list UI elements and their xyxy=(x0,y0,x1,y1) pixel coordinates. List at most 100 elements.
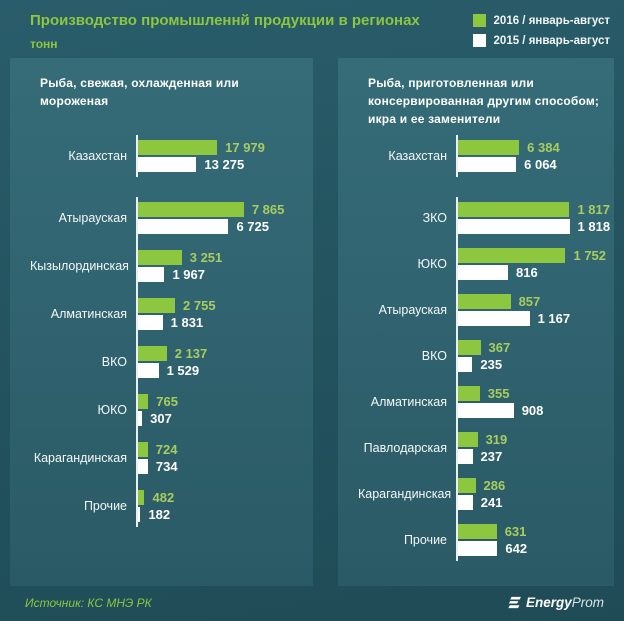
bar-2015 xyxy=(138,267,165,282)
bar-line: 319 xyxy=(458,432,608,447)
category-label: Прочие xyxy=(403,532,447,547)
bar-line: 1 818 xyxy=(458,219,611,234)
bar-line: 235 xyxy=(458,357,608,372)
chart-row: Карагандинская 286 241 xyxy=(358,478,608,510)
bar-line: 13 275 xyxy=(138,157,307,172)
axis-line xyxy=(456,135,458,177)
chart-row: Кызылординская 3 251 1 967 xyxy=(30,250,307,282)
bar-line: 6 064 xyxy=(458,157,608,172)
bar-2015 xyxy=(138,507,141,522)
row-bars: 2 755 1 831 xyxy=(136,298,307,330)
value-label-2015: 1 818 xyxy=(577,219,611,234)
bar-2016 xyxy=(138,442,148,457)
value-label-2015: 734 xyxy=(155,459,178,474)
value-label-2016: 631 xyxy=(504,524,527,539)
category-label: Алматинская xyxy=(370,394,447,409)
axis-line xyxy=(136,135,138,177)
bar-2015 xyxy=(138,219,229,234)
value-label-2015: 182 xyxy=(148,507,171,522)
page-title: Производство промышленнй продукции в рег… xyxy=(30,12,420,29)
legend-label-2015: 2015 / январь-август xyxy=(493,34,610,47)
value-label-2015: 241 xyxy=(480,495,503,510)
bar-line: 6 384 xyxy=(458,140,608,155)
bar-2015 xyxy=(138,157,197,172)
category-label: ЮКО xyxy=(97,402,128,417)
logo-text-energy: Energy xyxy=(525,595,572,610)
value-label-2016: 857 xyxy=(518,294,541,309)
bar-line: 482 xyxy=(138,490,307,505)
bar-2016 xyxy=(458,524,497,539)
chart-row: ВКО 2 137 1 529 xyxy=(30,346,307,378)
bar-line: 1 967 xyxy=(138,267,307,282)
value-label-2016: 367 xyxy=(488,340,511,355)
value-label-2015: 642 xyxy=(505,541,528,556)
value-label-2016: 17 979 xyxy=(225,140,265,155)
row-bars: 765 307 xyxy=(136,394,307,426)
chart-title-left: Рыба, свежая, охлажденная или мороженая xyxy=(40,76,239,108)
chart-row: Алматинская 355 908 xyxy=(358,386,608,418)
bar-2015 xyxy=(458,495,473,510)
bar-line: 2 755 xyxy=(138,298,307,313)
category-label: Казахстан xyxy=(388,148,447,163)
chart-row: Прочие 482 182 xyxy=(30,490,307,522)
bar-line: 367 xyxy=(458,340,608,355)
category-label: ЮКО xyxy=(417,256,448,271)
row-bars: 1 752 816 xyxy=(456,248,608,280)
bar-line: 631 xyxy=(458,524,608,539)
chart-row: Алматинская 2 755 1 831 xyxy=(30,298,307,330)
bar-line: 3 251 xyxy=(138,250,307,265)
bar-2016 xyxy=(458,140,520,155)
bar-line: 765 xyxy=(138,394,307,409)
bar-2016 xyxy=(458,340,481,355)
value-label-2016: 286 xyxy=(483,478,506,493)
logo-text-prom: Prom xyxy=(571,595,604,610)
bar-2016 xyxy=(138,298,176,313)
bar-2016 xyxy=(138,346,167,361)
value-label-2015: 1 967 xyxy=(172,267,205,282)
row-bars: 857 1 167 xyxy=(456,294,608,326)
axis-line xyxy=(456,197,458,561)
header-titles: Производство промышленнй продукции в рег… xyxy=(30,12,420,51)
bar-2015 xyxy=(458,219,570,234)
bar-line: 908 xyxy=(458,403,608,418)
row-bars: 1 817 1 818 xyxy=(456,202,611,234)
row-bars: 319 237 xyxy=(456,432,608,464)
bar-2016 xyxy=(458,478,476,493)
bar-2015 xyxy=(138,363,159,378)
bar-2016 xyxy=(458,386,480,401)
value-label-2016: 1 752 xyxy=(573,248,607,263)
row-bars: 631 642 xyxy=(456,524,608,556)
value-label-2016: 724 xyxy=(155,442,178,457)
value-label-2015: 237 xyxy=(480,449,503,464)
bar-line: 734 xyxy=(138,459,307,474)
chart-row: Атырауская 857 1 167 xyxy=(358,294,608,326)
category-label: ВКО xyxy=(421,348,447,363)
bar-line: 1 752 xyxy=(458,248,608,263)
value-label-2016: 7 865 xyxy=(251,202,285,217)
chart-row: Казахстан 17 979 13 275 xyxy=(30,140,307,172)
bar-line: 724 xyxy=(138,442,307,457)
row-bars: 724 734 xyxy=(136,442,307,474)
footer: Источник: КС МНЭ РК EnergyProm xyxy=(0,586,624,621)
value-label-2015: 1 529 xyxy=(166,363,200,378)
value-label-2015: 1 167 xyxy=(537,311,571,326)
chart-panel-preserved-fish: Рыба, приготовленная или консервированна… xyxy=(338,58,614,586)
value-label-2015: 816 xyxy=(516,265,538,280)
value-label-2015: 235 xyxy=(480,357,503,372)
bar-line: 307 xyxy=(138,411,307,426)
value-label-2016: 2 137 xyxy=(174,346,208,361)
category-label: Карагандинская xyxy=(33,450,127,465)
value-label-2016: 765 xyxy=(156,394,178,409)
chart-row: Карагандинская 724 734 xyxy=(30,442,307,474)
row-bars: 7 865 6 725 xyxy=(136,202,307,234)
bar-chart-left: Казахстан 17 979 13 275 Атырауская 7 865 6 72… xyxy=(30,135,307,527)
header: Производство промышленнй продукции в рег… xyxy=(0,0,624,58)
value-label-2015: 908 xyxy=(521,403,544,418)
category-label: ВКО xyxy=(101,354,127,369)
value-label-2015: 13 275 xyxy=(204,157,245,172)
row-bars: 3 251 1 967 xyxy=(136,250,307,282)
value-label-2016: 2 755 xyxy=(183,298,216,313)
category-label: Прочие xyxy=(83,498,127,513)
value-label-2015: 6 064 xyxy=(524,157,557,172)
